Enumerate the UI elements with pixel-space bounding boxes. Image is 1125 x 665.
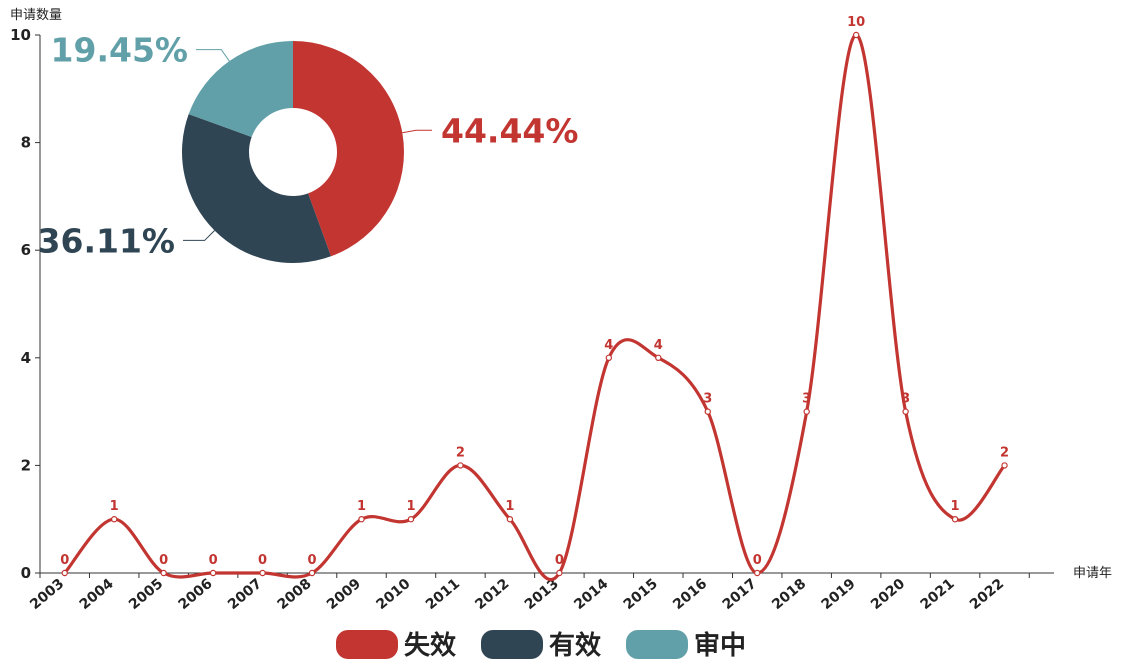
y-tick-label: 0 bbox=[21, 564, 31, 582]
pie-leader-line bbox=[196, 49, 230, 62]
x-axis-title: 申请年 bbox=[1073, 566, 1112, 581]
x-tick-label: 2012 bbox=[472, 576, 512, 613]
pie-leader-line bbox=[402, 129, 432, 134]
x-tick-label: 2022 bbox=[967, 576, 1007, 613]
legend-swatch[interactable] bbox=[336, 630, 398, 659]
legend-label[interactable]: 失效 bbox=[404, 630, 456, 661]
x-tick-label: 2021 bbox=[918, 576, 958, 613]
x-tick-label: 2009 bbox=[324, 576, 364, 613]
data-label: 1 bbox=[406, 499, 415, 514]
y-tick-label: 2 bbox=[21, 456, 31, 474]
data-point bbox=[902, 408, 909, 415]
data-point bbox=[605, 354, 613, 361]
data-label: 2 bbox=[1000, 445, 1009, 460]
y-tick-label: 6 bbox=[21, 241, 31, 259]
data-label: 0 bbox=[555, 553, 564, 568]
x-tick-label: 2005 bbox=[126, 576, 166, 613]
x-tick-label: 2016 bbox=[670, 576, 710, 613]
data-label: 4 bbox=[654, 338, 663, 353]
pie-slice bbox=[188, 41, 293, 137]
legend: 失效 有效 审中 bbox=[336, 630, 746, 661]
x-tick-label: 2006 bbox=[176, 576, 216, 613]
x-tick-label: 2011 bbox=[423, 576, 463, 613]
data-label: 3 bbox=[901, 392, 910, 407]
pie-slice bbox=[293, 41, 405, 257]
donut-chart: 44.44% 36.11% 19.45% bbox=[38, 31, 578, 263]
x-tick-label: 2015 bbox=[621, 576, 661, 613]
y-axis-title: 申请数量 bbox=[10, 8, 62, 23]
data-label: 0 bbox=[258, 553, 267, 568]
data-point bbox=[308, 569, 316, 577]
pie-slice-label: 44.44% bbox=[441, 111, 578, 150]
x-tick-label: 2013 bbox=[522, 576, 562, 613]
legend-swatch[interactable] bbox=[626, 630, 688, 659]
pie-leader-line bbox=[183, 230, 215, 241]
legend-label[interactable]: 有效 bbox=[549, 630, 601, 661]
data-label: 1 bbox=[951, 499, 960, 514]
data-point bbox=[407, 516, 415, 523]
pie-slice-label: 19.45% bbox=[51, 31, 188, 70]
x-tick-label: 2017 bbox=[720, 576, 760, 613]
data-point bbox=[160, 569, 167, 577]
data-point bbox=[1001, 462, 1008, 469]
data-point bbox=[506, 516, 514, 523]
x-tick-label: 2004 bbox=[77, 576, 117, 613]
data-label: 0 bbox=[753, 553, 762, 568]
data-point bbox=[704, 408, 711, 415]
data-label: 1 bbox=[110, 499, 119, 514]
x-tick-label: 2018 bbox=[769, 576, 809, 613]
data-label: 1 bbox=[505, 499, 514, 514]
data-label: 0 bbox=[60, 553, 69, 568]
x-tick-label: 2003 bbox=[27, 576, 67, 613]
data-label: 0 bbox=[308, 553, 317, 568]
data-point bbox=[655, 354, 662, 361]
data-label: 2 bbox=[456, 445, 465, 460]
data-label: 10 bbox=[847, 15, 865, 30]
data-point bbox=[358, 516, 365, 523]
x-tick-label: 2010 bbox=[373, 576, 413, 613]
x-tick-label: 2007 bbox=[225, 576, 265, 613]
data-point bbox=[457, 462, 464, 469]
data-label: 3 bbox=[802, 392, 811, 407]
data-point bbox=[209, 569, 217, 577]
y-tick-label: 10 bbox=[10, 26, 31, 44]
data-point bbox=[556, 569, 563, 577]
data-point bbox=[754, 569, 761, 577]
x-tick-label: 2019 bbox=[819, 576, 859, 613]
data-point bbox=[852, 31, 860, 39]
pie-slice-label: 36.11% bbox=[38, 221, 175, 260]
x-axis: 2003 2004 2005 2006 2007 2008 2009 2010 2011 2012… bbox=[27, 572, 1054, 613]
data-label: 0 bbox=[159, 553, 168, 568]
data-label: 0 bbox=[209, 553, 218, 568]
y-tick-label: 4 bbox=[21, 349, 31, 367]
data-label: 4 bbox=[604, 338, 613, 353]
pie-slice bbox=[181, 114, 331, 263]
data-point bbox=[803, 408, 810, 415]
x-tick-label: 2014 bbox=[571, 576, 611, 613]
y-axis: 0 2 4 6 8 10 bbox=[10, 26, 41, 582]
data-point bbox=[259, 569, 266, 577]
data-point bbox=[951, 516, 959, 523]
x-tick-label: 2020 bbox=[868, 576, 908, 613]
legend-swatch[interactable] bbox=[481, 630, 543, 659]
data-label: 3 bbox=[703, 392, 712, 407]
y-tick-label: 8 bbox=[21, 134, 31, 152]
data-point bbox=[110, 516, 118, 523]
x-tick-label: 2008 bbox=[274, 576, 314, 613]
data-label: 1 bbox=[357, 499, 366, 514]
legend-label[interactable]: 审中 bbox=[694, 630, 746, 661]
data-point bbox=[61, 569, 68, 577]
